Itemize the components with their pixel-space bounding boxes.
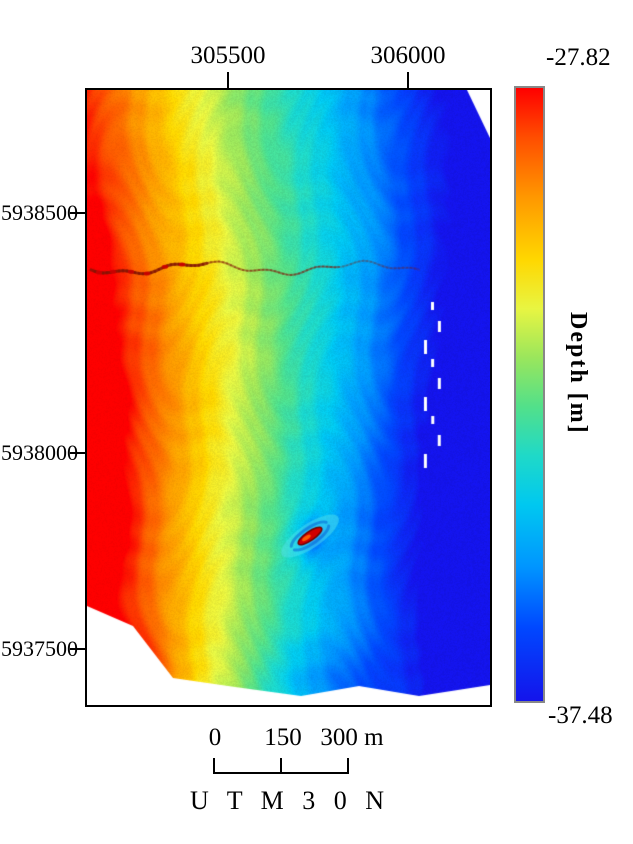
colorbar-min-label: -37.48 (548, 702, 613, 729)
y-axis-tick-label: 5938500 (1, 200, 78, 225)
x-axis-tick-mark (227, 72, 229, 88)
scalebar-line (213, 772, 349, 774)
y-axis-tick-label: 5938000 (1, 440, 78, 465)
map-frame (85, 88, 492, 707)
scalebar-label: 300 m (320, 724, 384, 751)
x-axis-tick-mark (407, 72, 409, 88)
scalebar-tick (280, 758, 282, 774)
colorbar (514, 86, 545, 703)
colorbar-max-label: -27.82 (546, 44, 611, 71)
x-axis-tick-label: 305500 (190, 42, 266, 69)
scalebar-label: 0 (208, 724, 222, 751)
y-axis-tick-label: 5937500 (1, 636, 78, 661)
scalebar-label: 150 (264, 724, 302, 751)
y-axis-tick-mark (70, 648, 85, 650)
bathymetry-map-canvas (87, 90, 490, 705)
y-axis-tick-mark (70, 452, 85, 454)
x-axis-tick-label: 306000 (370, 42, 446, 69)
y-axis-tick-mark (70, 212, 85, 214)
colorbar-title: Depth [m] (565, 312, 591, 435)
scalebar-tick (347, 758, 349, 774)
scalebar-tick (213, 758, 215, 774)
scalebar-caption: U T M 3 0 N (189, 786, 391, 815)
